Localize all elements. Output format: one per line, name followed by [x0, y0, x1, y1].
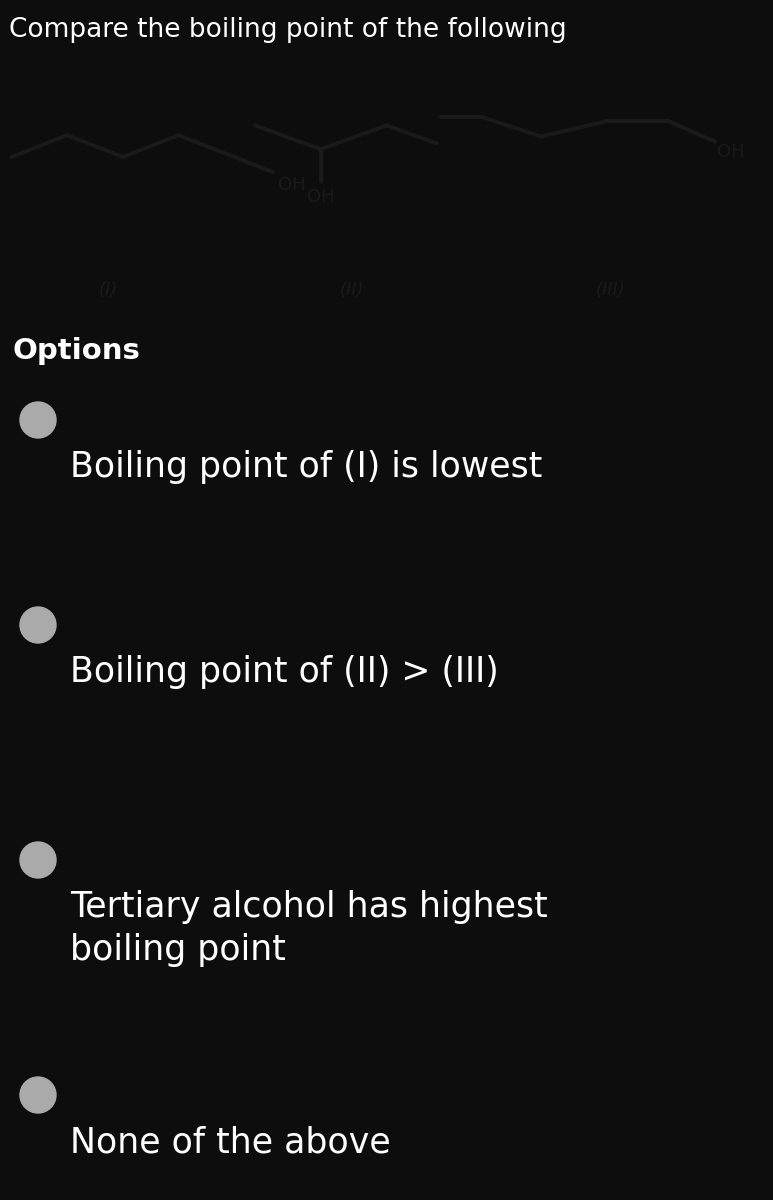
- Circle shape: [20, 402, 56, 438]
- Text: Tertiary alcohol has highest
boiling point: Tertiary alcohol has highest boiling poi…: [70, 890, 548, 967]
- Text: None of the above: None of the above: [70, 1126, 390, 1159]
- Text: OH: OH: [717, 143, 745, 161]
- Text: (II): (II): [339, 281, 364, 299]
- Text: Boiling point of (I) is lowest: Boiling point of (I) is lowest: [70, 450, 543, 484]
- Circle shape: [20, 842, 56, 878]
- Circle shape: [20, 1078, 56, 1114]
- Text: Boiling point of (II) > (III): Boiling point of (II) > (III): [70, 655, 499, 689]
- Text: Options: Options: [12, 337, 140, 365]
- Text: (I): (I): [99, 281, 117, 299]
- Text: (III): (III): [596, 281, 625, 299]
- Text: OH: OH: [307, 188, 335, 206]
- Text: Compare the boiling point of the following: Compare the boiling point of the followi…: [9, 17, 567, 43]
- Text: OH: OH: [278, 176, 306, 194]
- Circle shape: [20, 607, 56, 643]
